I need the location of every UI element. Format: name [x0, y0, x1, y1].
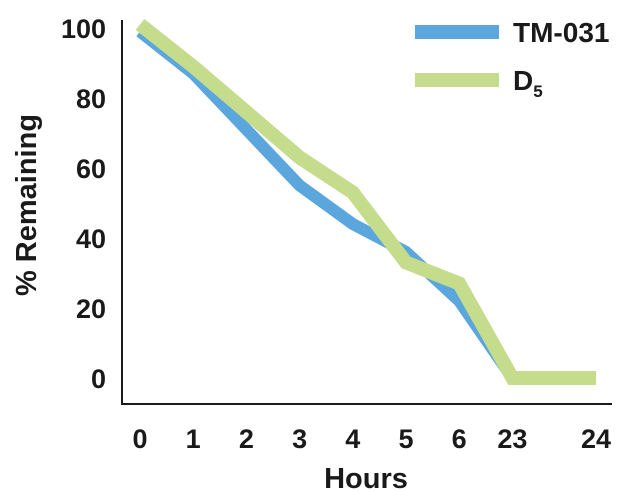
legend-item-0: TM-031	[415, 17, 609, 48]
series-1-point-6	[459, 283, 460, 284]
series-0-point-3	[299, 185, 300, 186]
x-tick-label: 2	[239, 424, 254, 454]
y-tick-label: 80	[76, 84, 106, 114]
legend-swatch	[415, 25, 499, 39]
y-tick-label: 60	[76, 154, 106, 184]
x-tick-label: 24	[581, 424, 611, 454]
series-1-point-8	[596, 378, 597, 379]
series-1-point-0	[140, 24, 141, 25]
x-tick-label: 23	[497, 424, 527, 454]
x-tick-label: 3	[292, 424, 307, 454]
x-tick-label: 5	[398, 424, 413, 454]
x-tick-label: 6	[452, 424, 467, 454]
series-1-point-1	[193, 66, 194, 67]
legend-label: TM-031	[513, 17, 609, 48]
x-axis-title: Hours	[324, 463, 408, 491]
legend-label: D5	[513, 65, 543, 101]
y-axis-title: % Remaining	[11, 114, 43, 296]
x-tick-labels: 0 1 2 3 4 5 6 23 24	[132, 424, 611, 454]
series-0-point-6	[459, 301, 460, 302]
x-tick-label: 4	[345, 424, 360, 454]
series-1-point-7	[512, 378, 513, 379]
series-1-point-4	[352, 192, 353, 193]
y-tick-label: 0	[91, 364, 106, 394]
series-1-point-3	[299, 157, 300, 158]
legend-label-subscript: 5	[533, 82, 542, 101]
legend-item-1: D5	[415, 65, 543, 101]
y-tick-label: 100	[61, 14, 106, 44]
series-0-point-4	[352, 224, 353, 225]
legend: TM-031 D5	[415, 17, 609, 101]
y-tick-labels: 0 20 40 60 80 100	[61, 14, 106, 394]
y-tick-label: 40	[76, 224, 106, 254]
series-1-point-2	[246, 112, 247, 113]
legend-swatch	[415, 73, 499, 87]
series-1-point-5	[406, 262, 407, 263]
series-0-point-2	[246, 129, 247, 130]
x-tick-label: 1	[186, 424, 201, 454]
x-tick-label: 0	[132, 424, 147, 454]
y-tick-label: 20	[76, 294, 106, 324]
